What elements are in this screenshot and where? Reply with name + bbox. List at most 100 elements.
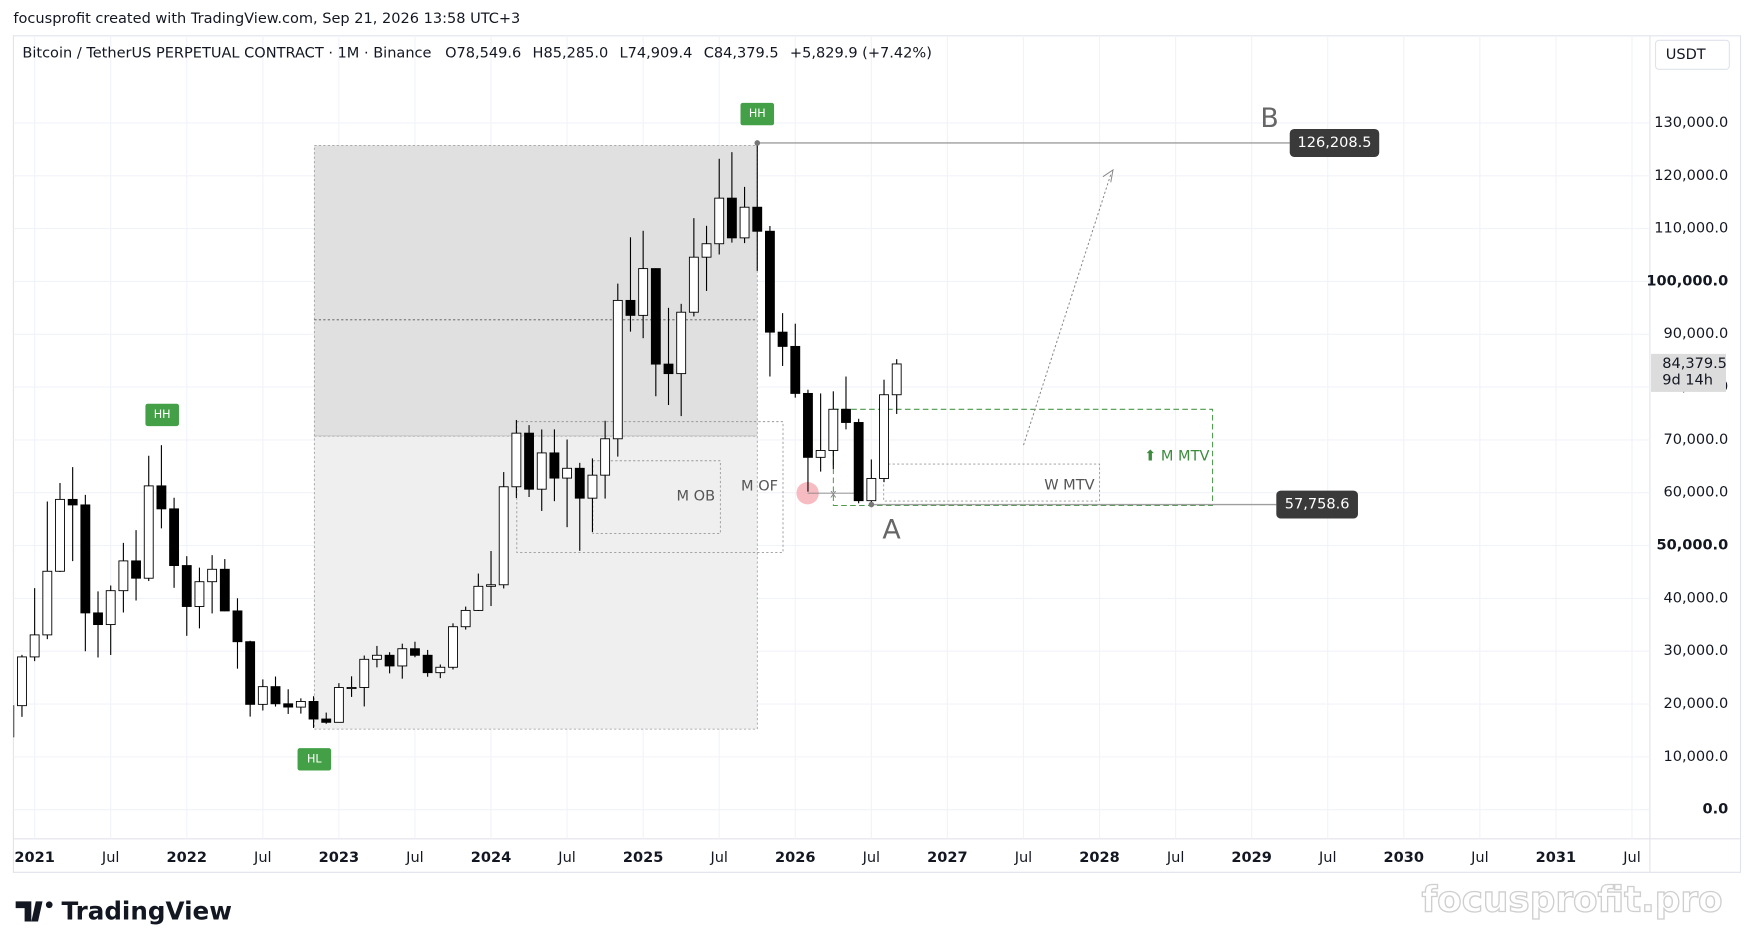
x-tick-label: 2025 [623, 850, 663, 866]
candle-body [207, 568, 218, 583]
candle-body [194, 581, 205, 607]
candle-body [181, 565, 192, 607]
x-tick-label: 2022 [167, 850, 207, 866]
ohlc-open: O78,549.6 [445, 46, 521, 62]
candle-body [219, 568, 230, 612]
candle-body [828, 408, 839, 451]
candle-body [131, 560, 141, 579]
candle-body [803, 392, 813, 458]
watermark: focusprofit.pro [1422, 879, 1723, 920]
y-tick-label: 0.0 [1702, 802, 1728, 818]
candles [13, 142, 902, 738]
label-w-mtv: W MTV [1044, 477, 1094, 493]
candle-body [29, 634, 40, 658]
candle-body [473, 585, 484, 611]
candle-body [625, 299, 636, 316]
candle-body [612, 299, 623, 440]
candle-body [739, 206, 750, 239]
drawings [313, 144, 1214, 730]
level-label-bg [1289, 129, 1380, 157]
x-tick-label: 2026 [775, 850, 815, 866]
logo: TradingView [15, 897, 232, 926]
x-tick-label: 2031 [1536, 850, 1576, 866]
x-tick-label: 2027 [927, 850, 967, 866]
candle-body [486, 584, 496, 587]
y-tick-label: 30,000.0 [1663, 643, 1728, 659]
candle-body [283, 703, 294, 708]
ohlc-high: H85,285.0 [533, 46, 609, 62]
x-tick-label: Jul [862, 850, 881, 866]
y-tick-label: 60,000.0 [1663, 485, 1728, 501]
candle-body [688, 256, 699, 313]
candle-body [308, 701, 319, 720]
candle-body [156, 485, 167, 510]
candle-body [397, 648, 408, 667]
y-tick-label: 120,000.0 [1654, 168, 1728, 184]
y-tick-label: 40,000.0 [1663, 590, 1728, 606]
logo-icon [15, 901, 43, 922]
candle-body [866, 478, 877, 502]
logo-text: TradingView [62, 897, 232, 926]
marker-x: x [830, 487, 837, 500]
candle-body [650, 268, 661, 365]
candle-body [333, 687, 344, 723]
candle-body [765, 230, 775, 333]
candle-body [511, 432, 522, 488]
candle-body [346, 687, 357, 690]
tag-hh: HH [749, 107, 766, 120]
label-m-ob: M OB [676, 489, 715, 505]
y-tick-label: 10,000.0 [1663, 749, 1728, 765]
candle-body [93, 612, 103, 626]
candle-body [726, 197, 737, 239]
candle-body [752, 206, 763, 232]
projection-arrow [1023, 174, 1112, 446]
label-m-of: M OF [741, 478, 778, 494]
candle-body [460, 609, 471, 628]
x-tick-label: 2029 [1231, 850, 1271, 866]
candle-body [448, 626, 458, 668]
candle-body [80, 504, 91, 614]
point-a: A [882, 515, 901, 546]
ohlc-change: +5,829.9 (+7.42%) [790, 46, 932, 62]
x-tick-label: Jul [101, 850, 120, 866]
currency[interactable]: USDT [1666, 47, 1706, 63]
tag-bg [145, 403, 179, 427]
symbol-title: Bitcoin / TetherUS PERPETUAL CONTRACT · … [22, 46, 431, 62]
candle-body [524, 432, 534, 490]
x-tick-label: 2024 [471, 850, 511, 866]
level-label: 57,758.6 [1285, 497, 1350, 513]
candle-body [42, 570, 53, 636]
tag-hl: HL [307, 752, 322, 765]
tag-bg [740, 102, 775, 126]
candle-body [13, 705, 15, 738]
level-label-bg [1276, 490, 1358, 519]
ohlc-close: C84,379.5 [704, 46, 779, 62]
countdown: 9d 14h [1662, 373, 1713, 389]
symbol-header: Bitcoin / TetherUS PERPETUAL CONTRACT · … [22, 46, 932, 62]
candle-body [790, 345, 801, 394]
x-tick-label: Jul [1166, 850, 1185, 866]
candle-body [701, 243, 712, 258]
candle-body [435, 666, 446, 674]
last-price: 84,379.5 [1662, 356, 1727, 372]
candle-body [714, 197, 725, 245]
candle-body [169, 508, 180, 567]
y-tick-label: 70,000.0 [1663, 432, 1728, 448]
currency-button[interactable] [1654, 39, 1730, 70]
x-tick-label: Jul [1622, 850, 1641, 866]
candle-body [321, 718, 332, 723]
level-label: 126,208.5 [1297, 135, 1371, 151]
candle-body [562, 467, 573, 479]
zone-light [313, 435, 758, 730]
candle-body [257, 686, 268, 705]
candle-body [879, 394, 889, 479]
candle-body [600, 438, 611, 476]
x-tick-label: 2023 [319, 850, 359, 866]
x-tick-label: Jul [557, 850, 576, 866]
x-tick-label: 2028 [1079, 850, 1119, 866]
y-tick-label: 20,000.0 [1663, 696, 1728, 712]
y-tick-label: 100,000.0 [1646, 273, 1728, 289]
last-price-bg [1651, 353, 1726, 392]
arrow-head [1102, 168, 1114, 183]
